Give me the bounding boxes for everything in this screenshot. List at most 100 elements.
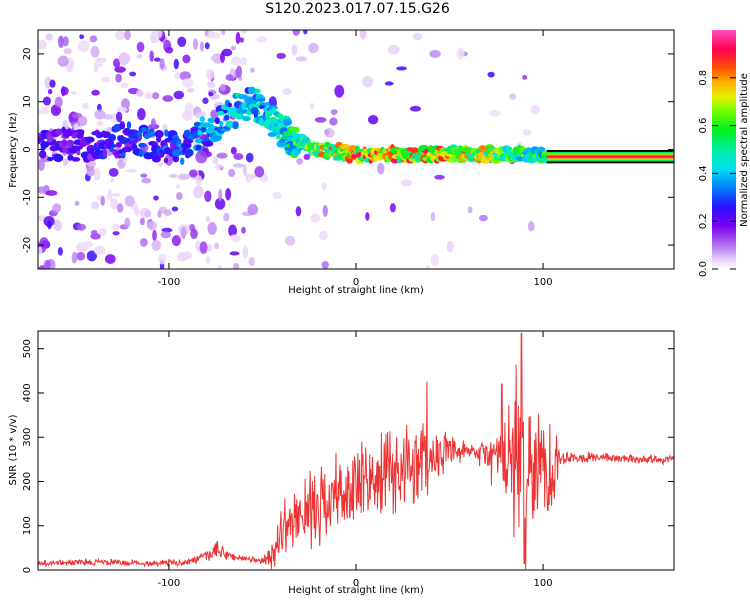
spectrogram-speckle	[256, 36, 267, 43]
spectrogram-ridge-blob	[245, 110, 252, 116]
spectrogram-speckle	[45, 190, 58, 196]
spectrogram-ridge-blob	[47, 156, 54, 162]
spectrogram-speckle	[192, 38, 198, 50]
spectrogram-speckle	[124, 30, 131, 41]
spectrogram-speckle	[314, 117, 327, 123]
spectrogram-ridge-blob	[71, 157, 81, 162]
spectrogram-speckle	[157, 162, 163, 167]
spectrogram-ridge-blob	[120, 151, 126, 159]
spectrogram-speckle	[38, 246, 43, 256]
spectrogram-speckle	[276, 52, 286, 60]
spectrogram-speckle	[487, 71, 495, 78]
spectrogram-ridge-blob	[199, 116, 206, 123]
spectrogram-speckle	[74, 200, 80, 207]
spectrogram-speckle	[245, 173, 252, 183]
spectrogram-ridge-blob	[117, 154, 122, 159]
spectrogram-y-tick-label: 0	[22, 146, 33, 152]
spectrogram-speckle	[236, 65, 243, 78]
spectrogram-speckle	[159, 58, 165, 70]
spectrogram-speckle	[139, 237, 148, 247]
spectrogram-speckle	[217, 264, 223, 269]
spectrogram-ridge-blob	[172, 155, 180, 163]
snr-y-tick-label: 0	[22, 567, 33, 573]
spectrogram-speckle	[38, 186, 46, 194]
spectrogram-ridge-blob	[180, 157, 185, 165]
spectrogram-ridge-blob	[53, 153, 64, 163]
spectrogram-speckle	[47, 220, 52, 230]
spectrogram-ridge-blob	[138, 142, 147, 148]
spectrogram-ridge-blob	[40, 141, 50, 149]
spectrogram-speckle	[389, 203, 396, 213]
spectrogram-speckle	[107, 189, 113, 202]
spectrogram-speckle	[57, 246, 63, 256]
spectrogram-speckle	[157, 253, 167, 265]
spectrogram-speckle	[384, 81, 394, 86]
spectrogram-speckle	[220, 30, 226, 36]
spectrogram-ridge-blob	[126, 121, 132, 129]
spectrogram-speckle	[242, 163, 247, 177]
spectrogram-speckle	[149, 50, 154, 62]
spectrogram-ridge-blob	[264, 101, 270, 107]
spectrogram-x-tick-label: -100	[158, 277, 181, 288]
spectrogram-speckle	[396, 66, 408, 71]
spectrogram-ridge-blob	[76, 150, 81, 156]
spectrogram-ridge-blob	[119, 122, 126, 130]
spectrogram-speckle	[225, 188, 232, 201]
spectrogram-ridge-blob	[108, 133, 117, 142]
spectrogram-speckle	[115, 73, 122, 83]
spectrogram-ridge-blob	[183, 138, 194, 144]
spectrogram-speckle	[49, 79, 56, 88]
spectrogram-speckle	[162, 95, 174, 102]
spectrogram-speckle	[303, 153, 311, 160]
spectrogram-speckle	[173, 58, 179, 70]
spectrogram-speckle	[365, 212, 370, 221]
spectrogram-ridge-blob	[216, 126, 226, 134]
spectrogram-speckle	[199, 41, 204, 52]
spectrogram-speckle	[239, 56, 247, 66]
spectrogram-speckle	[242, 246, 249, 259]
spectrogram-speckle	[232, 163, 245, 168]
spectrogram-speckle	[230, 45, 236, 51]
spectrogram-ridge-blob	[288, 126, 300, 134]
spectrogram-speckle	[241, 226, 246, 234]
spectrogram-speckle	[204, 190, 212, 203]
spectrogram-speckle	[330, 109, 338, 115]
spectrogram-speckle	[282, 88, 292, 96]
snr-x-tick-label: 100	[534, 578, 553, 589]
snr-y-label: SNR (10 * v/v)	[8, 414, 19, 485]
spectrogram-ridge-blob	[121, 146, 133, 153]
spectrogram-speckle	[387, 44, 400, 55]
spectrogram-speckle	[146, 221, 157, 231]
spectrogram-speckle	[212, 53, 223, 64]
spectrogram-speckle	[206, 243, 213, 252]
spectrogram-speckle	[248, 256, 255, 267]
spectrogram-ridge-blob	[271, 107, 277, 113]
snr-series-line	[38, 332, 674, 570]
spectrogram-speckle	[295, 206, 302, 217]
spectrogram-speckle	[38, 158, 45, 171]
spectrogram-speckle	[214, 197, 226, 210]
snr-x-tick-label: -100	[158, 578, 181, 589]
colorbar: 0.0 0.2 0.4 0.6 0.8 Normalized spectral ampl…	[698, 30, 750, 277]
spectrogram-speckle	[177, 173, 190, 180]
colorbar-tick-label: 0.6	[698, 118, 709, 134]
spectrogram-speckle	[89, 35, 98, 43]
spectrogram-ridge-blob	[94, 129, 100, 135]
spectrogram-ridge-blob	[478, 145, 487, 153]
spectrogram-speckle	[446, 240, 454, 253]
spectrogram-speckle	[175, 184, 181, 189]
spectrogram-speckle	[44, 76, 52, 89]
spectrogram-speckle	[173, 90, 185, 100]
spectrogram-speckle	[79, 34, 85, 40]
spectrogram-speckle	[139, 207, 152, 219]
spectrogram-speckle	[96, 121, 104, 126]
colorbar-label: Normalized spectral amplitude	[739, 73, 750, 227]
spectrogram-ridge-blob	[54, 128, 64, 136]
spectrogram-speckle	[42, 96, 52, 106]
spectrogram-speckle	[62, 158, 69, 166]
spectrogram-y-tick-label: -20	[22, 237, 33, 253]
spectrogram-speckle	[163, 209, 172, 216]
spectrogram-speckle	[247, 203, 259, 216]
spectrogram-speckle	[240, 30, 248, 35]
